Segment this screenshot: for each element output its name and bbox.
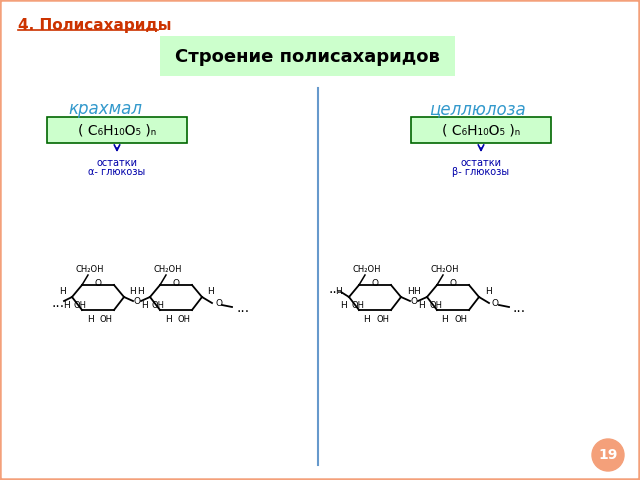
Text: H: H bbox=[442, 315, 449, 324]
Text: H: H bbox=[484, 288, 492, 297]
Text: ...: ... bbox=[236, 301, 249, 315]
Text: CH₂OH: CH₂OH bbox=[76, 265, 104, 275]
Text: O: O bbox=[371, 278, 378, 288]
Text: H: H bbox=[406, 288, 413, 297]
Text: H: H bbox=[335, 288, 342, 297]
Text: CH₂OH: CH₂OH bbox=[154, 265, 182, 275]
Text: ...: ... bbox=[513, 301, 526, 315]
Text: OH: OH bbox=[177, 315, 191, 324]
Text: O: O bbox=[173, 278, 179, 288]
Text: H: H bbox=[130, 288, 136, 297]
Text: ...: ... bbox=[51, 296, 65, 310]
Text: α- глюкозы: α- глюкозы bbox=[88, 167, 146, 177]
Text: H: H bbox=[340, 300, 347, 310]
Circle shape bbox=[592, 439, 624, 471]
Text: O: O bbox=[492, 300, 499, 309]
Text: 4. Полисахариды: 4. Полисахариды bbox=[18, 18, 172, 33]
Text: O: O bbox=[410, 297, 417, 305]
Text: H: H bbox=[164, 315, 172, 324]
Text: крахмал: крахмал bbox=[68, 100, 142, 118]
Text: H: H bbox=[59, 288, 65, 297]
Text: OH: OH bbox=[429, 300, 442, 310]
Text: OH: OH bbox=[454, 315, 467, 324]
FancyBboxPatch shape bbox=[160, 36, 455, 76]
Text: OH: OH bbox=[376, 315, 390, 324]
Text: остатки: остатки bbox=[461, 158, 502, 168]
Text: CH₂OH: CH₂OH bbox=[431, 265, 460, 275]
Text: H: H bbox=[413, 288, 420, 297]
Text: Строение полисахаридов: Строение полисахаридов bbox=[175, 48, 440, 66]
Text: ( C₆H₁₀O₅ )ₙ: ( C₆H₁₀O₅ )ₙ bbox=[78, 124, 156, 138]
Text: OH: OH bbox=[152, 300, 165, 310]
Text: H: H bbox=[207, 288, 214, 297]
FancyBboxPatch shape bbox=[47, 117, 187, 143]
Text: O: O bbox=[449, 278, 456, 288]
Text: O: O bbox=[215, 300, 222, 309]
Text: 19: 19 bbox=[598, 448, 618, 462]
Text: H: H bbox=[364, 315, 371, 324]
Text: H: H bbox=[419, 300, 425, 310]
Text: OH: OH bbox=[99, 315, 113, 324]
Text: β- глюкозы: β- глюкозы bbox=[452, 167, 509, 177]
Text: H: H bbox=[86, 315, 93, 324]
Text: OH: OH bbox=[74, 300, 87, 310]
Text: остатки: остатки bbox=[97, 158, 138, 168]
Text: H: H bbox=[136, 288, 143, 297]
FancyBboxPatch shape bbox=[411, 117, 551, 143]
Text: O: O bbox=[95, 278, 102, 288]
Text: целлюлоза: целлюлоза bbox=[429, 100, 526, 118]
Text: ...: ... bbox=[328, 282, 342, 296]
Text: ( C₆H₁₀O₅ )ₙ: ( C₆H₁₀O₅ )ₙ bbox=[442, 124, 520, 138]
Text: H: H bbox=[141, 300, 148, 310]
Text: CH₂OH: CH₂OH bbox=[353, 265, 381, 275]
Text: H: H bbox=[63, 300, 70, 310]
Text: O: O bbox=[134, 297, 141, 305]
Text: OH: OH bbox=[351, 300, 364, 310]
